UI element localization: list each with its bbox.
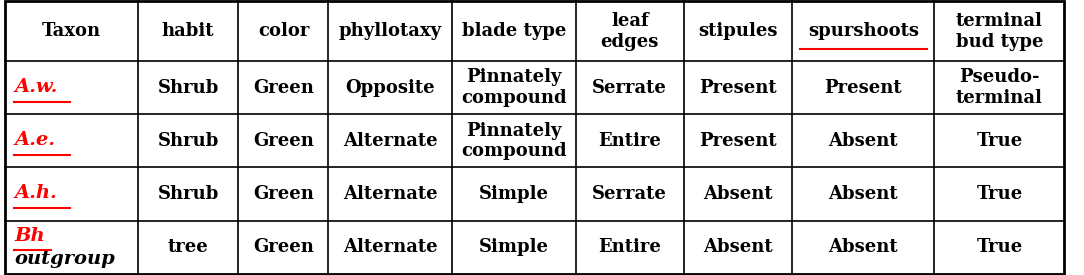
Text: Pinnately
compound: Pinnately compound — [461, 68, 567, 107]
Text: Green: Green — [253, 79, 314, 97]
Text: blade type: blade type — [462, 22, 566, 40]
Text: Pinnately
compound: Pinnately compound — [461, 122, 567, 160]
Text: phyllotaxy: phyllotaxy — [338, 22, 442, 40]
Text: color: color — [258, 22, 309, 40]
Text: Shrub: Shrub — [157, 79, 219, 97]
Text: A.w.: A.w. — [14, 78, 57, 96]
Text: Absent: Absent — [704, 185, 773, 203]
Text: stipules: stipules — [698, 22, 778, 40]
Text: Alternate: Alternate — [343, 132, 438, 150]
Text: True: True — [977, 132, 1022, 150]
Text: Present: Present — [699, 79, 777, 97]
Text: spurshoots: spurshoots — [808, 22, 919, 40]
Text: Absent: Absent — [828, 132, 899, 150]
Text: Shrub: Shrub — [157, 185, 219, 203]
Text: Green: Green — [253, 185, 314, 203]
Text: leaf
edges: leaf edges — [601, 12, 659, 51]
Text: Absent: Absent — [828, 185, 899, 203]
Text: Pseudo-
terminal: Pseudo- terminal — [956, 68, 1043, 107]
Text: Absent: Absent — [704, 238, 773, 256]
Text: True: True — [977, 238, 1022, 256]
Text: Entire: Entire — [598, 238, 661, 256]
Text: Opposite: Opposite — [346, 79, 435, 97]
Text: Simple: Simple — [479, 238, 549, 256]
Text: A.h.: A.h. — [14, 185, 56, 202]
Text: Taxon: Taxon — [42, 22, 101, 40]
Text: habit: habit — [162, 22, 215, 40]
Text: Serrate: Serrate — [592, 79, 668, 97]
Text: outgroup: outgroup — [14, 250, 115, 268]
Text: Bh: Bh — [14, 227, 44, 245]
Text: terminal
bud type: terminal bud type — [956, 12, 1043, 51]
Text: Simple: Simple — [479, 185, 549, 203]
Text: Serrate: Serrate — [592, 185, 668, 203]
Text: Present: Present — [699, 132, 777, 150]
Text: Absent: Absent — [828, 238, 899, 256]
Text: Alternate: Alternate — [343, 238, 438, 256]
Text: A.e.: A.e. — [14, 131, 55, 149]
Text: Shrub: Shrub — [157, 132, 219, 150]
Text: tree: tree — [168, 238, 208, 256]
Text: Alternate: Alternate — [343, 185, 438, 203]
Text: Present: Present — [825, 79, 902, 97]
Text: True: True — [977, 185, 1022, 203]
Text: Green: Green — [253, 132, 314, 150]
Text: Entire: Entire — [598, 132, 661, 150]
Text: Green: Green — [253, 238, 314, 256]
